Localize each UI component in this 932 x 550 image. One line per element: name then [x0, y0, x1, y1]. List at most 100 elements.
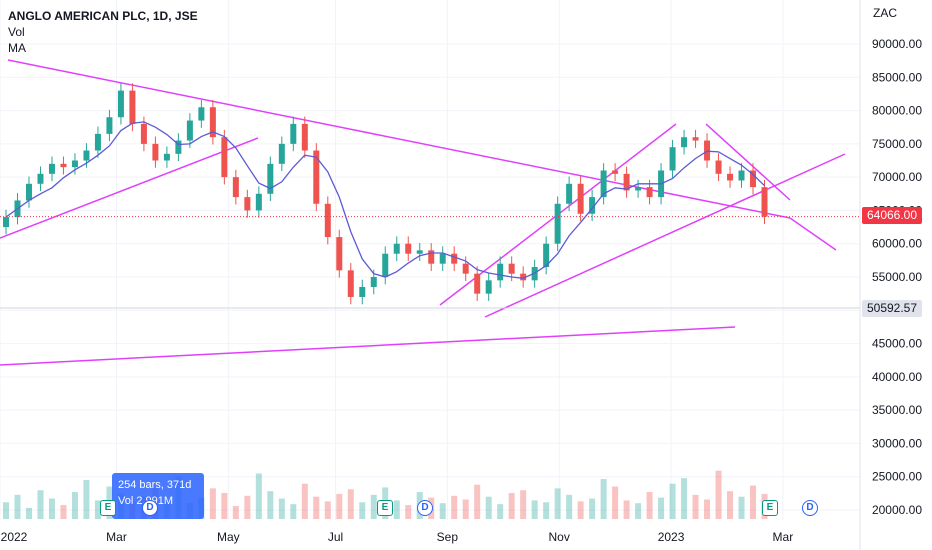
- volume-bar: [681, 478, 688, 519]
- volume-bar: [704, 499, 711, 519]
- earnings-event-icon[interactable]: E: [762, 500, 778, 516]
- y-tick-label: 60000.00: [872, 237, 922, 251]
- volume-bar: [209, 488, 216, 519]
- candle-body: [347, 270, 354, 297]
- trendlines[interactable]: [0, 59, 846, 366]
- volume-bar: [83, 480, 90, 519]
- volume-bar: [14, 494, 21, 519]
- volume-bar: [37, 490, 44, 519]
- moving-average-line: [5, 121, 765, 279]
- candle-body: [359, 286, 366, 297]
- candle-body: [71, 160, 78, 168]
- volume-bar: [244, 495, 251, 519]
- trendline: [705, 123, 791, 201]
- dividend-event-icon[interactable]: D: [802, 500, 818, 516]
- volume-bar: [600, 479, 607, 519]
- candle-body: [462, 263, 469, 274]
- candle-body: [117, 90, 124, 118]
- candle-body: [681, 137, 688, 148]
- volume-bar: [566, 494, 573, 519]
- volume-bar: [393, 500, 400, 519]
- y-tick-label: 70000.00: [872, 170, 922, 184]
- candle-body: [48, 163, 55, 174]
- candle-body: [324, 203, 331, 238]
- candle-body: [623, 173, 630, 191]
- tooltip-volume: Vol 2.991M: [118, 495, 173, 507]
- trendline: [0, 326, 736, 366]
- candle-body: [175, 140, 182, 154]
- volume-bar: [462, 499, 469, 519]
- volume-bar: [727, 491, 734, 519]
- candle-body: [37, 173, 44, 184]
- volume-bar: [94, 500, 101, 519]
- volume-bar: [692, 494, 699, 519]
- candle-body: [163, 153, 170, 161]
- volume-bar: [497, 504, 504, 519]
- candle-body: [83, 150, 90, 161]
- trendline: [484, 153, 846, 318]
- ma-line: [5, 121, 765, 279]
- candle-body: [508, 263, 515, 274]
- volume-bar: [750, 485, 757, 519]
- y-tick-label: 40000.00: [872, 370, 922, 384]
- candle-body: [761, 187, 768, 217]
- legend-vol[interactable]: Vol: [8, 25, 25, 39]
- x-tick-label: 2022: [1, 530, 28, 544]
- candle-body: [428, 250, 435, 264]
- candle-body: [451, 253, 458, 264]
- candle-body: [566, 183, 573, 204]
- volume-bar: [48, 498, 55, 519]
- volume-bar: [520, 490, 527, 519]
- volume-bar: [267, 491, 274, 519]
- volume-bar: [485, 496, 492, 519]
- candle-body: [244, 197, 251, 211]
- candle-body: [313, 150, 320, 204]
- candle-body: [94, 133, 101, 151]
- candle-body: [3, 217, 9, 228]
- candle-body: [152, 143, 159, 161]
- candle-body: [635, 187, 642, 191]
- candle-body: [416, 250, 423, 254]
- candle-body: [750, 170, 757, 188]
- chart-legend: ANGLO AMERICAN PLC, 1D, JSE Vol MA: [8, 8, 198, 56]
- candle-body: [600, 170, 607, 198]
- candle-body: [140, 123, 147, 144]
- dividend-event-icon[interactable]: D: [417, 500, 433, 516]
- candle-body: [485, 280, 492, 294]
- candle-body: [577, 183, 584, 214]
- volume-bar: [554, 488, 561, 519]
- time-axis[interactable]: 2022 Mar May Jul Sep Nov 2023 Mar: [1, 530, 794, 544]
- y-tick-label: 80000.00: [872, 104, 922, 118]
- volume-bar: [290, 504, 297, 519]
- x-tick-label: Sep: [437, 530, 459, 544]
- currency-label: ZAC: [873, 6, 897, 20]
- candle-body: [336, 237, 343, 271]
- candle-body: [60, 163, 67, 168]
- volume-bar: [623, 500, 630, 519]
- volume-bar: [715, 470, 722, 519]
- trendline: [7, 59, 791, 219]
- volume-bar: [474, 484, 481, 519]
- candle-body: [727, 173, 734, 181]
- candle-body: [267, 163, 274, 194]
- y-tick-label: 35000.00: [872, 403, 922, 417]
- candle-body: [198, 107, 205, 121]
- symbol-title[interactable]: ANGLO AMERICAN PLC, 1D, JSE: [8, 9, 198, 23]
- legend-ma[interactable]: MA: [8, 41, 26, 55]
- x-tick-label: 2023: [658, 530, 685, 544]
- candle-body: [221, 137, 228, 178]
- marker-price-tag: 50592.57: [862, 300, 922, 317]
- candles: [3, 83, 768, 305]
- price-axis[interactable]: 90000.00 85000.00 80000.00 75000.00 70000.00…: [872, 37, 922, 517]
- candle-body: [439, 253, 446, 264]
- earnings-event-icon[interactable]: E: [377, 500, 393, 516]
- range-tooltip: 254 bars, 371d Vol 2.991M: [112, 473, 204, 519]
- y-tick-label: 45000.00: [872, 337, 922, 351]
- earnings-event-icon[interactable]: E: [100, 500, 116, 516]
- dividend-event-icon[interactable]: D: [142, 500, 158, 516]
- y-tick-label: 30000.00: [872, 436, 922, 450]
- candle-body: [554, 203, 561, 244]
- grid: [0, 0, 860, 520]
- volume-bar: [278, 498, 285, 519]
